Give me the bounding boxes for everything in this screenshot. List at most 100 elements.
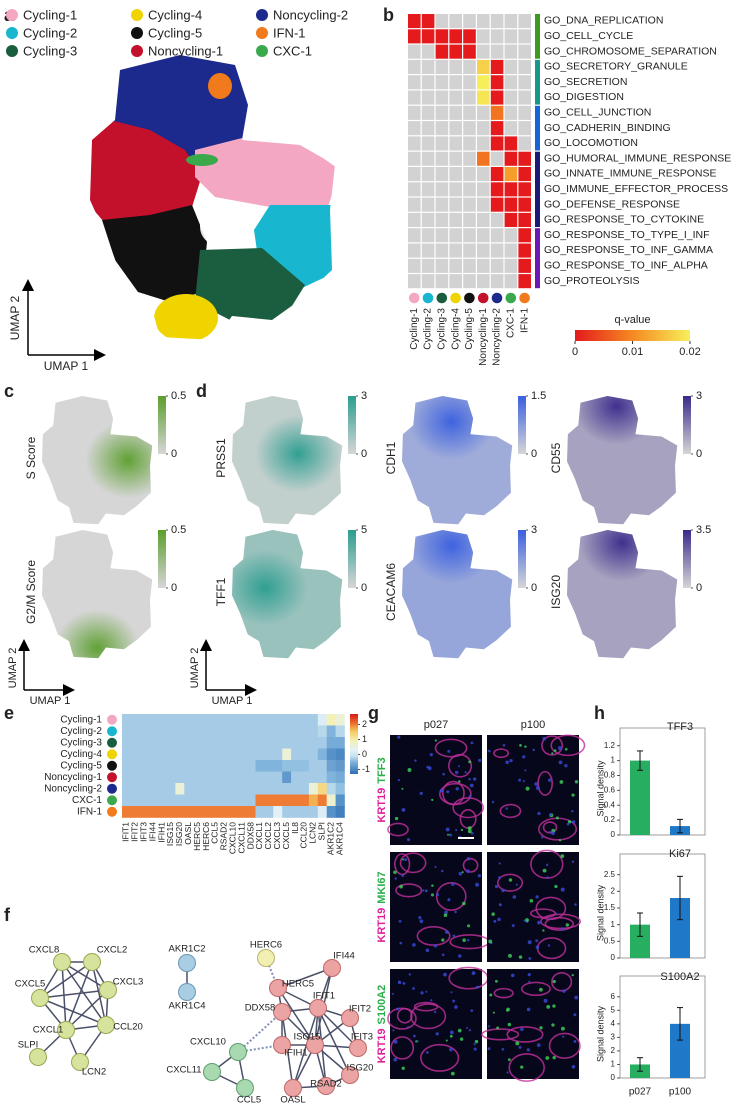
nucleus — [535, 895, 539, 899]
heatmap-cell — [219, 714, 230, 726]
heatmap-cell — [463, 44, 476, 59]
heatmap-cell — [300, 794, 310, 807]
nucleus — [510, 973, 515, 978]
nucleus — [401, 787, 404, 790]
nucleus — [467, 829, 472, 834]
network-node — [323, 959, 341, 977]
nucleus — [446, 790, 450, 794]
row-label: GO_SECRETION — [544, 76, 627, 88]
empty-cell — [490, 151, 504, 166]
heatmap-cell — [246, 725, 256, 738]
heatmap-cell — [184, 794, 194, 807]
nucleus — [441, 869, 444, 873]
heatmap-cell — [193, 748, 203, 761]
heatmap-cell — [273, 737, 283, 749]
heatmap-cell — [246, 748, 256, 761]
empty-cell — [435, 59, 449, 74]
nucleus — [506, 1007, 510, 1012]
y-tick-label: 0.5 — [604, 936, 616, 945]
heatmap-cell — [148, 714, 158, 726]
tissue-ring — [387, 1007, 417, 1030]
heatmap-cell — [291, 748, 301, 761]
bar — [630, 760, 650, 835]
heatmap-cell — [175, 794, 185, 807]
nucleus — [529, 899, 534, 903]
heatmap-cell — [130, 714, 141, 726]
nucleus — [522, 780, 525, 783]
legend-label: Noncycling-1 — [148, 43, 223, 58]
nucleus — [502, 744, 506, 747]
tissue-ring — [497, 873, 524, 892]
cluster-dot — [491, 292, 503, 304]
legend-label: CXC-1 — [273, 43, 312, 58]
empty-cell — [463, 182, 476, 197]
tissue-ring — [550, 734, 586, 757]
heatmap-cell — [273, 794, 283, 807]
group-bar — [535, 228, 540, 289]
heatmap-cell — [335, 714, 345, 726]
heatmap-cell — [139, 737, 149, 749]
nucleus — [498, 862, 501, 865]
tissue-ring — [399, 852, 427, 874]
empty-cell — [490, 212, 504, 227]
heatmap-cell — [219, 806, 230, 818]
nucleus — [449, 1047, 453, 1052]
nucleus — [448, 833, 452, 837]
heatmap-cell — [175, 737, 185, 749]
legend-swatch — [256, 9, 268, 21]
heatmap-cell — [193, 771, 203, 784]
empty-cell — [408, 167, 421, 182]
nucleus — [497, 917, 501, 922]
nucleus — [515, 1041, 520, 1046]
network-node — [349, 1039, 367, 1057]
colorbar-tick-label: 3 — [361, 390, 367, 402]
node-label: CXCL11 — [166, 1065, 201, 1076]
bar — [630, 924, 650, 958]
legend-label: Cycling-3 — [23, 43, 77, 58]
nucleus — [489, 993, 493, 997]
nucleus — [406, 838, 411, 842]
empty-cell — [408, 44, 421, 59]
column-label: IFN-1 — [519, 308, 530, 333]
heatmap-cell — [317, 771, 327, 784]
column-label: CCL20 — [299, 822, 309, 849]
colorbar-tick-label: 3.5 — [696, 524, 711, 536]
empty-cell — [408, 75, 421, 90]
heatmap-cell — [166, 783, 176, 795]
legend-swatch — [6, 9, 18, 21]
heatmap-cell — [166, 737, 176, 749]
row-label: KRT19 S100A2 — [376, 985, 388, 1064]
cluster-dot — [107, 795, 117, 806]
network-node — [178, 954, 196, 972]
cluster-dot — [107, 749, 117, 760]
heatmap-cell — [291, 737, 301, 749]
umap-clusters — [90, 55, 335, 340]
nucleus — [450, 991, 453, 994]
x-tick-label: p100 — [669, 1087, 692, 1098]
row-label: GO_RESPONSE_TO_INF_ALPHA — [544, 259, 708, 271]
legend-label: IFN-1 — [273, 25, 306, 40]
heatmap-cell — [326, 794, 336, 807]
heatmap-cell — [184, 771, 194, 784]
empty-cell — [449, 14, 462, 29]
colorbar-tick-label: 3 — [696, 390, 702, 402]
node-label: HERC5 — [282, 979, 314, 990]
row-label: KRT19 MKI67 — [376, 871, 388, 942]
empty-cell — [477, 44, 490, 59]
heatmap-cell — [518, 212, 531, 227]
empty-cell — [435, 151, 449, 166]
empty-cell — [408, 136, 421, 151]
heatmap-cell — [335, 725, 345, 738]
empty-cell — [463, 59, 476, 74]
column-label: HERC6 — [201, 822, 211, 851]
network-node — [236, 1079, 254, 1097]
nucleus — [402, 982, 406, 985]
nucleus — [425, 1051, 429, 1054]
node-label: SLPI — [18, 1040, 39, 1051]
network-node — [284, 1079, 302, 1097]
heatmap-cell — [504, 197, 518, 212]
column-label: CXCL3 — [272, 822, 282, 850]
nucleus — [562, 1035, 565, 1038]
nucleus — [506, 1071, 509, 1074]
colorbar-tick-label: 0 — [171, 448, 177, 460]
